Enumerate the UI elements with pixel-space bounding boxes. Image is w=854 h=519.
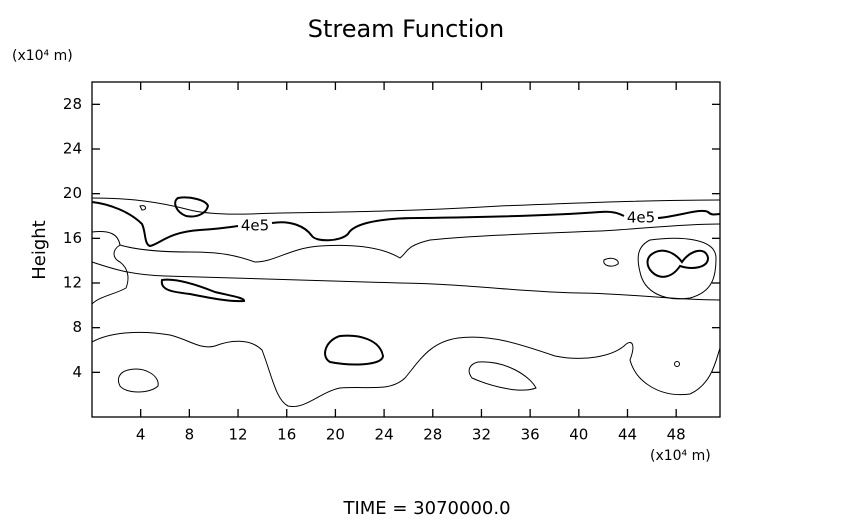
contour — [91, 331, 721, 408]
y-axis-label: Height — [29, 220, 50, 280]
contours — [91, 196, 721, 408]
y-tick-label: 20 — [63, 184, 82, 202]
y-tick-label: 12 — [63, 274, 82, 292]
contour — [174, 196, 210, 218]
footer: TIME = 3070000.0 — [342, 498, 510, 519]
y-tick-label: 4 — [72, 363, 82, 381]
plot-frame — [91, 81, 721, 418]
contour — [91, 201, 721, 248]
y-tick-label: 28 — [63, 95, 82, 113]
x-unit: (x10⁴ m) — [650, 448, 711, 464]
contour — [160, 278, 245, 303]
contour — [91, 261, 721, 301]
contour — [91, 197, 721, 215]
x-tick-label: 36 — [521, 426, 540, 444]
x-tick-label: 24 — [375, 426, 394, 444]
contour-label: 4e5 — [241, 217, 269, 235]
x-tick-label: 40 — [569, 426, 588, 444]
x-tick-label: 32 — [472, 426, 491, 444]
contour — [637, 237, 717, 300]
y-tick-label: 24 — [63, 140, 82, 158]
x-tick-label: 44 — [618, 426, 637, 444]
x-tick-label: 4 — [136, 426, 146, 444]
contour — [468, 361, 537, 391]
x-tick-label: 8 — [185, 426, 195, 444]
contour — [139, 205, 147, 211]
x-tick-label: 20 — [326, 426, 345, 444]
x-tick-label: 16 — [277, 426, 296, 444]
contour — [91, 231, 129, 305]
x-tick-label: 48 — [667, 426, 686, 444]
contour-label: 4e5 — [627, 209, 655, 227]
chart-title: Stream Function — [308, 15, 505, 43]
y-tick-label: 8 — [72, 318, 82, 336]
y-tick-label: 16 — [63, 229, 82, 247]
contour — [603, 257, 619, 267]
y-unit: (x10⁴ m) — [12, 48, 73, 64]
contour — [674, 361, 680, 367]
contour — [646, 249, 710, 278]
x-tick-label: 12 — [228, 426, 247, 444]
contour — [324, 334, 385, 366]
contour — [117, 368, 159, 393]
x-tick-label: 28 — [423, 426, 442, 444]
contour — [119, 223, 721, 263]
